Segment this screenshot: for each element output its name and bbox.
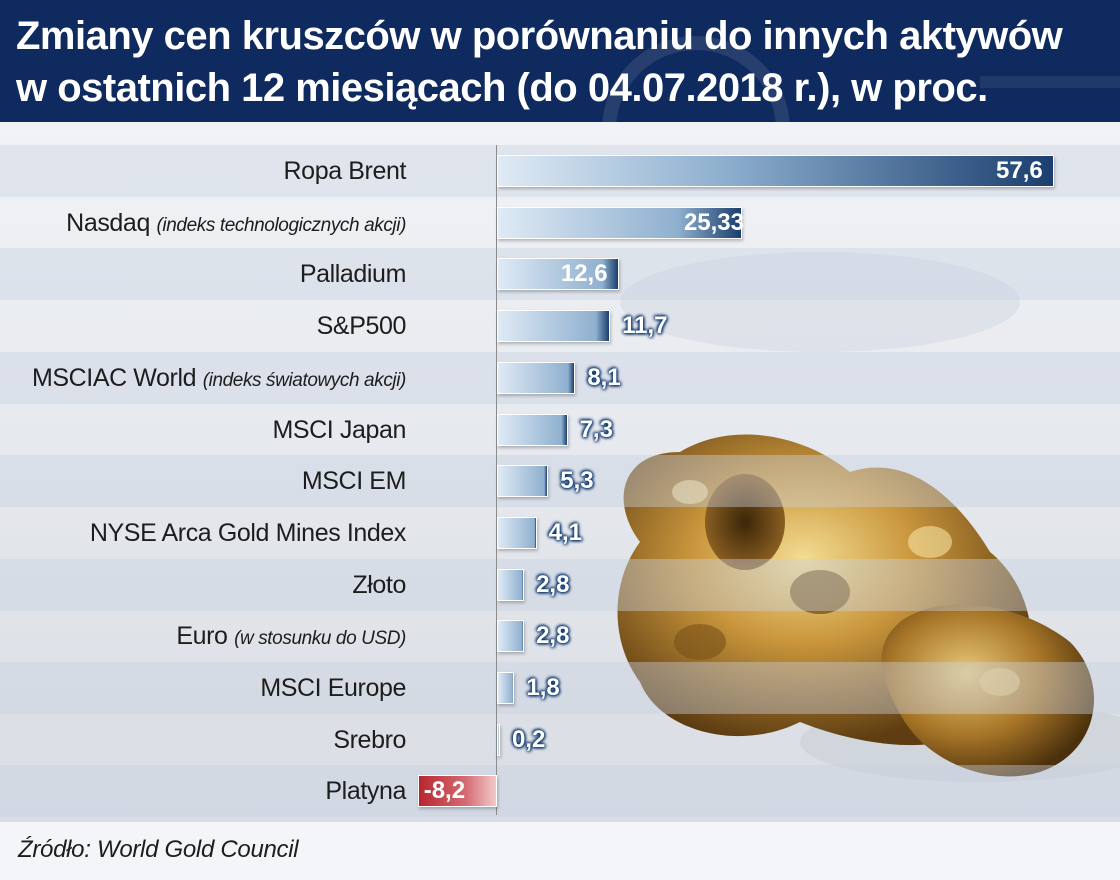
category-note: (indeks światowych akcji) bbox=[202, 369, 407, 391]
row-stripe bbox=[0, 455, 1120, 508]
category-name: NYSE Arca Gold Mines Index bbox=[89, 518, 407, 547]
category-name: MSCI Europe bbox=[260, 674, 406, 702]
bar-positive bbox=[497, 672, 515, 704]
data-label: 5,3 bbox=[560, 467, 594, 495]
row-stripe bbox=[0, 765, 1120, 818]
category-name: S&P500 bbox=[316, 312, 407, 341]
data-label: 0,2 bbox=[512, 725, 546, 753]
category-name: Platyna bbox=[325, 777, 406, 806]
chart-title: Zmiany cen kruszców w porównaniu do inny… bbox=[16, 10, 1096, 114]
bar-positive bbox=[497, 258, 619, 291]
category-label: Euro (w stosunku do USD) bbox=[176, 610, 406, 662]
data-label: 4,1 bbox=[548, 518, 583, 546]
row-stripe bbox=[0, 662, 1120, 714]
bar-positive bbox=[497, 723, 500, 756]
data-label: 7,3 bbox=[579, 415, 613, 443]
category-label: NYSE Arca Gold Mines Index bbox=[89, 507, 407, 559]
data-label: -8,2 bbox=[423, 777, 466, 805]
category-label: Platyna bbox=[325, 765, 406, 817]
category-name: MSCI EM bbox=[301, 467, 407, 496]
data-label: 25,33 bbox=[683, 208, 744, 236]
data-label: 2,8 bbox=[536, 622, 570, 650]
data-label: 8,1 bbox=[587, 363, 621, 391]
category-name: MSCI Japan bbox=[272, 415, 406, 444]
category-label: Złoto bbox=[352, 559, 406, 611]
category-name: MSCIAC World bbox=[31, 363, 197, 392]
bar-positive bbox=[497, 516, 537, 549]
category-name: Nasdaq bbox=[66, 208, 150, 237]
bar-positive bbox=[497, 620, 525, 653]
data-label: 11,7 bbox=[622, 312, 668, 340]
category-label: MSCIAC World (indeks światowych akcji) bbox=[32, 352, 406, 404]
category-label: Srebro bbox=[333, 714, 406, 766]
gold-nugget-background-image bbox=[0, 122, 1120, 822]
bar-negative bbox=[417, 775, 497, 808]
chart-header: Zmiany cen kruszców w porównaniu do inny… bbox=[0, 0, 1120, 122]
category-note: (w stosunku do USD) bbox=[234, 628, 406, 650]
category-label: MSCI Japan bbox=[272, 404, 406, 456]
category-name: Srebro bbox=[333, 725, 406, 754]
bar-positive bbox=[497, 310, 611, 343]
data-label: 1,8 bbox=[526, 674, 560, 701]
chart-source: Źródło: World Gold Council bbox=[18, 836, 299, 863]
chart-title-line-1: Zmiany cen kruszców w porównaniu do inny… bbox=[16, 14, 1063, 58]
bar-positive bbox=[497, 413, 568, 446]
category-name: Ropa Brent bbox=[283, 157, 407, 185]
data-label: 2,8 bbox=[536, 570, 570, 598]
category-note: (indeks technologicznych akcji) bbox=[156, 214, 407, 236]
category-name: Złoto bbox=[352, 570, 406, 599]
bar-positive bbox=[497, 206, 742, 239]
row-stripe bbox=[0, 558, 1120, 611]
category-name: Palladium bbox=[299, 260, 407, 289]
bar-positive bbox=[497, 155, 1054, 187]
category-label: MSCI Europe bbox=[260, 662, 406, 714]
bar-positive bbox=[497, 465, 549, 498]
chart-plot-area: Ropa Brent 57,6 Nasdaq (indeks technologic… bbox=[0, 122, 1120, 822]
category-label: MSCI EM bbox=[301, 455, 407, 507]
bar-positive bbox=[497, 361, 576, 394]
chart-title-line-2: w ostatnich 12 miesiącach (do 04.07.2018… bbox=[16, 66, 988, 110]
category-name: Euro bbox=[176, 622, 228, 651]
header-decoration-stripe bbox=[980, 76, 1120, 88]
category-label: Nasdaq (indeks technologicznych akcji) bbox=[66, 197, 406, 249]
data-label: 12,6 bbox=[560, 260, 608, 288]
chart-zero-axis bbox=[496, 145, 497, 815]
bar-positive bbox=[497, 568, 525, 601]
data-label: 57,6 bbox=[996, 157, 1043, 184]
category-label: S&P500 bbox=[316, 300, 407, 352]
category-label: Ropa Brent bbox=[283, 145, 407, 197]
category-label: Palladium bbox=[299, 248, 407, 300]
